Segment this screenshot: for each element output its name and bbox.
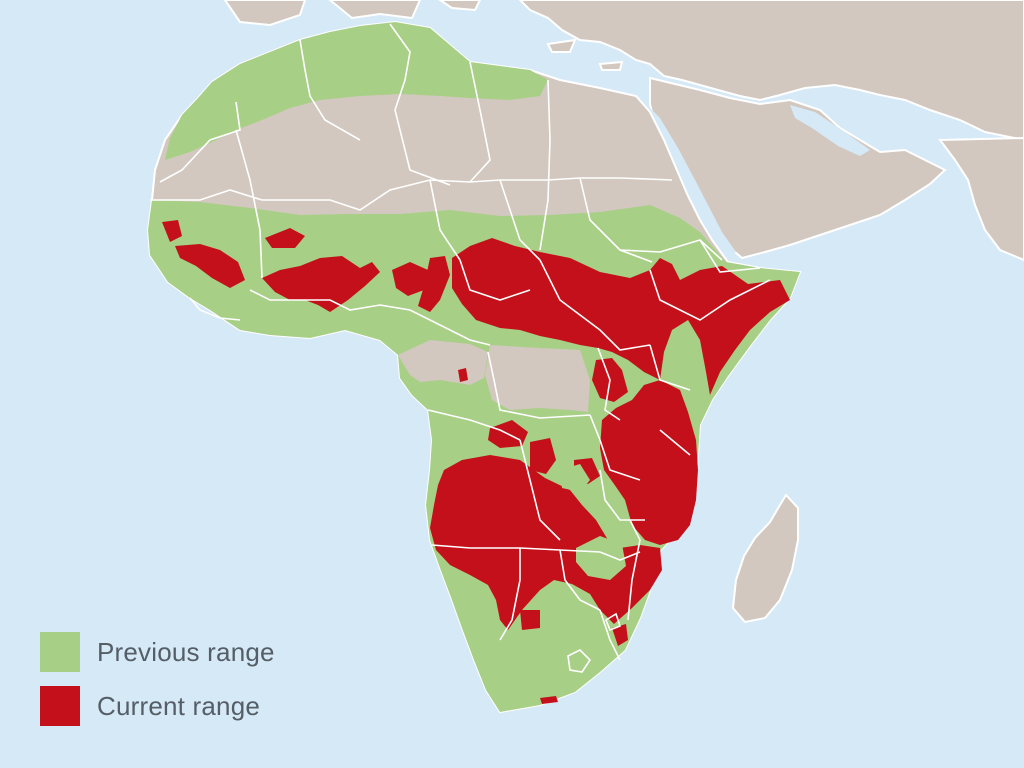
inland-seas	[646, 104, 870, 256]
current-range	[162, 220, 790, 704]
country-borders	[150, 23, 771, 661]
legend-label: Current range	[97, 690, 261, 721]
current-range-swatch	[40, 686, 80, 726]
surrounding-land	[223, 0, 1024, 624]
previous-range-islands	[560, 464, 626, 580]
small-borders	[567, 612, 621, 673]
legend-item-current-range: Current range	[40, 686, 275, 726]
previous-range-swatch	[40, 632, 80, 672]
legend: Previous range Current range	[40, 632, 275, 740]
legend-label: Previous range	[97, 636, 275, 667]
legend-item-previous-range: Previous range	[40, 632, 275, 672]
